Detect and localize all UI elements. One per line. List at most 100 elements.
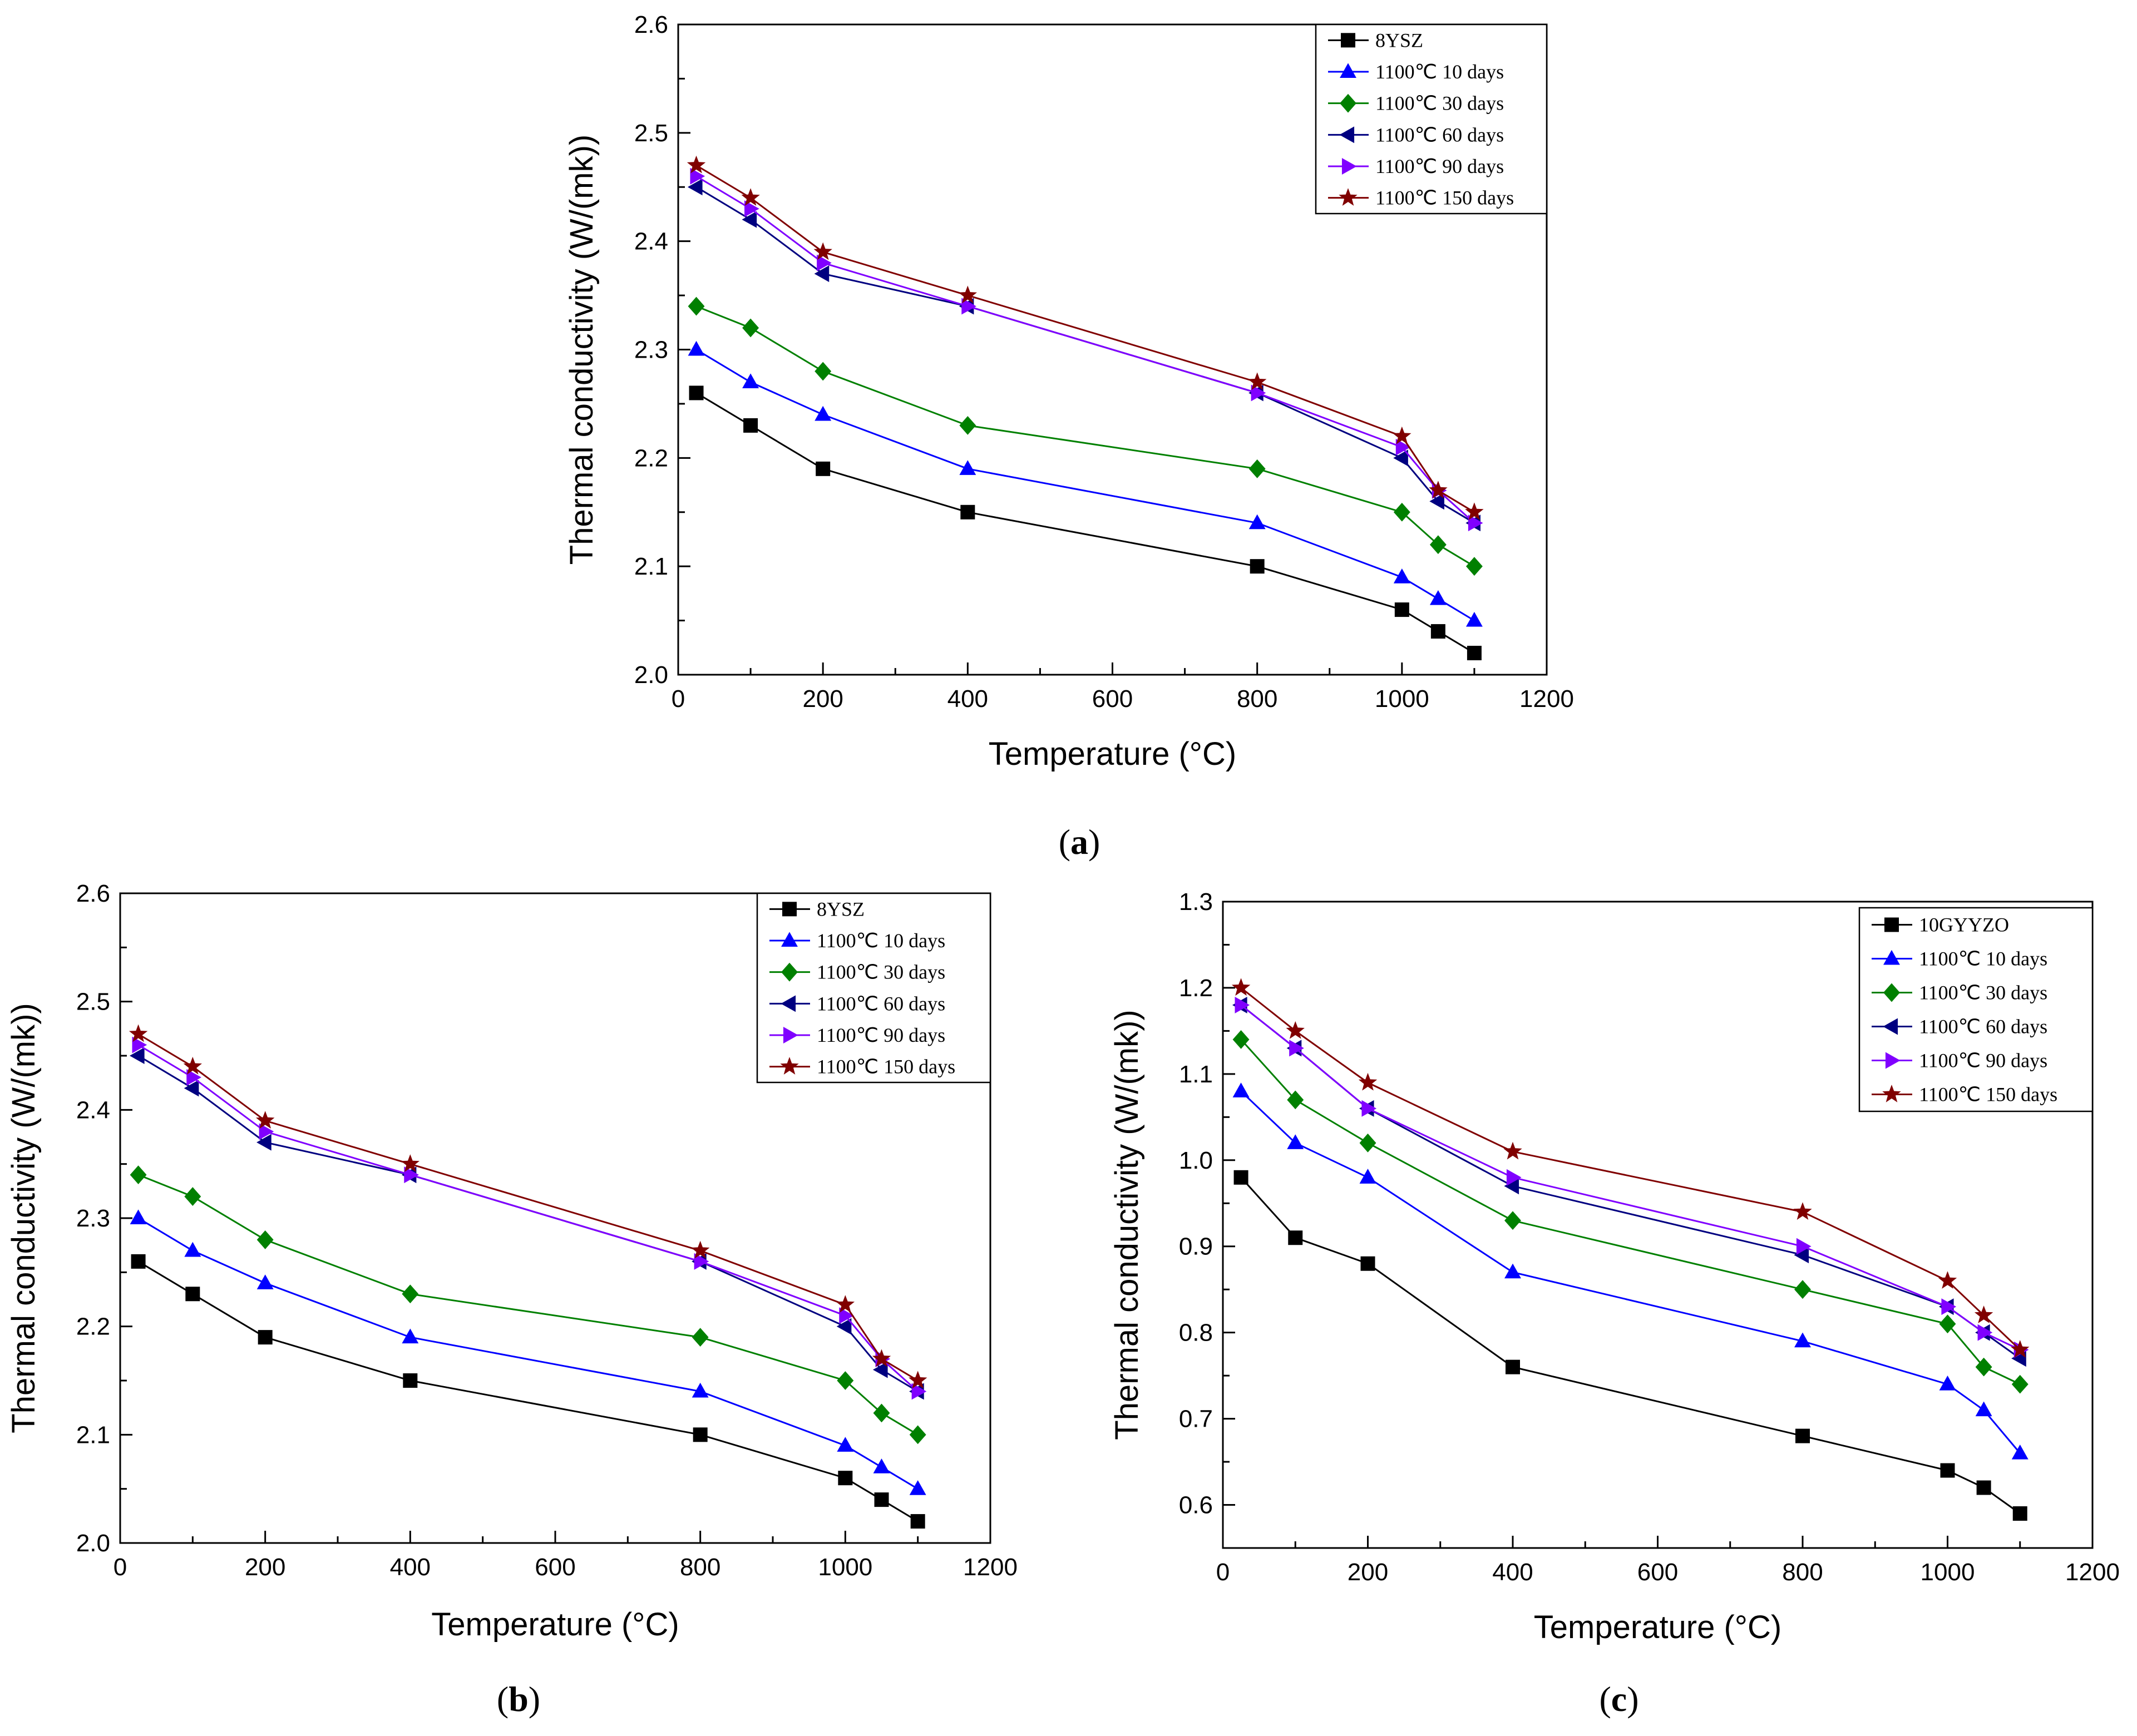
- data-point: [1360, 1256, 1375, 1271]
- legend-marker: [780, 1057, 799, 1075]
- legend-marker: [1340, 93, 1356, 113]
- data-point: [742, 318, 759, 338]
- legend-marker: [783, 1027, 798, 1043]
- legend-label: 1100℃ 30 days: [1919, 982, 2047, 1004]
- x-tick-label: 1200: [963, 1554, 1018, 1581]
- data-point: [838, 1471, 853, 1486]
- series-4: [129, 1047, 924, 1400]
- data-point: [909, 1480, 926, 1495]
- data-point: [1359, 1133, 1376, 1153]
- x-tick-label: 1000: [1375, 685, 1429, 713]
- data-point: [1429, 481, 1448, 498]
- series-line: [138, 1174, 919, 1436]
- x-tick-label: 1000: [1921, 1559, 1975, 1586]
- data-point: [402, 1328, 419, 1344]
- data-point: [687, 155, 706, 174]
- data-point: [185, 1287, 200, 1302]
- legend-marker: [1340, 63, 1356, 78]
- data-point: [958, 285, 977, 304]
- legend-label: 1100℃ 150 days: [1919, 1084, 2057, 1106]
- data-point: [1393, 502, 1410, 522]
- legend-entry: 1100℃ 150 days: [769, 1056, 955, 1078]
- data-point: [1940, 1463, 1955, 1478]
- data-point: [1938, 1271, 1957, 1289]
- data-point: [836, 1318, 852, 1335]
- legend-label: 1100℃ 10 days: [1919, 948, 2047, 970]
- series-line: [137, 1044, 919, 1392]
- data-point: [873, 1458, 890, 1473]
- y-tick-label: 2.3: [634, 337, 668, 364]
- series-1: [689, 385, 1482, 661]
- data-point: [132, 1036, 147, 1054]
- chart-panel-2: 0 200 400 600 800 1000 1200 2.0 2.1 2.2 2.3 2.4 2.5 2…: [6, 880, 1018, 1719]
- data-point: [1465, 557, 1483, 576]
- data-point: [1976, 1480, 1991, 1495]
- data-point: [1287, 1090, 1304, 1110]
- data-point: [1977, 1324, 1993, 1341]
- data-point: [836, 1295, 855, 1313]
- series-3: [130, 1165, 926, 1445]
- data-point: [1468, 515, 1483, 532]
- x-axis-title: Temperature (°C): [989, 736, 1236, 772]
- data-point: [1361, 1100, 1377, 1117]
- y-tick-label: 2.0: [76, 1530, 110, 1557]
- data-point: [837, 1437, 854, 1452]
- data-point: [1231, 978, 1251, 996]
- y-axis-title: Thermal conductivity (W/(mk)): [6, 1003, 42, 1433]
- data-point: [1429, 535, 1447, 555]
- legend-entry: 1100℃ 90 days: [1328, 155, 1504, 177]
- data-point: [1288, 1230, 1303, 1245]
- data-point: [1248, 372, 1267, 390]
- data-point: [1506, 1359, 1520, 1374]
- data-point: [873, 1403, 890, 1423]
- data-point: [692, 1328, 709, 1347]
- data-point: [1394, 602, 1409, 617]
- data-point: [184, 1187, 201, 1206]
- data-point: [1939, 1314, 1956, 1334]
- legend-marker: [782, 902, 797, 917]
- data-point: [744, 200, 759, 217]
- legend-label: 1100℃ 150 days: [1375, 187, 1514, 209]
- data-point: [1393, 426, 1411, 444]
- data-point: [2011, 1444, 2029, 1460]
- data-point: [693, 1427, 708, 1442]
- legend-marker: [1885, 1052, 1901, 1069]
- legend-marker: [781, 995, 796, 1012]
- x-tick-label: 200: [1348, 1559, 1388, 1586]
- data-point: [691, 1240, 710, 1259]
- series-3: [1232, 1030, 2029, 1394]
- legend-entry: 1100℃ 30 days: [1872, 982, 2047, 1004]
- series-2: [130, 1209, 926, 1495]
- legend-box: [756, 892, 991, 1084]
- legend-entry: 1100℃ 30 days: [769, 961, 945, 983]
- data-point: [131, 1254, 146, 1269]
- data-point: [742, 373, 759, 388]
- data-point: [1503, 1141, 1522, 1160]
- y-tick-label: 2.2: [76, 1313, 110, 1341]
- y-tick-label: 2.4: [634, 228, 668, 255]
- series-3: [688, 296, 1483, 576]
- x-axis-title: Temperature (°C): [431, 1606, 679, 1643]
- legend-entry: 1100℃ 30 days: [1328, 92, 1504, 115]
- data-point: [837, 1371, 854, 1390]
- data-point: [1393, 568, 1410, 583]
- data-point: [258, 1330, 273, 1345]
- data-point: [1465, 611, 1483, 627]
- legend-marker: [1339, 126, 1355, 144]
- data-point: [256, 1111, 275, 1129]
- data-point: [401, 1154, 419, 1172]
- legend-entry: 1100℃ 10 days: [1328, 61, 1504, 83]
- legend-label: 1100℃ 90 days: [817, 1024, 945, 1046]
- series-6: [129, 1024, 927, 1389]
- series-4: [687, 179, 1480, 532]
- legend-marker: [781, 962, 798, 982]
- data-point: [909, 1425, 926, 1445]
- series-line: [695, 349, 1475, 621]
- data-point: [1248, 514, 1266, 530]
- x-tick-label: 200: [245, 1554, 285, 1581]
- data-point: [1287, 1134, 1304, 1149]
- data-point: [1232, 1030, 1250, 1049]
- data-point: [815, 405, 832, 421]
- legend-entry: 8YSZ: [769, 898, 865, 920]
